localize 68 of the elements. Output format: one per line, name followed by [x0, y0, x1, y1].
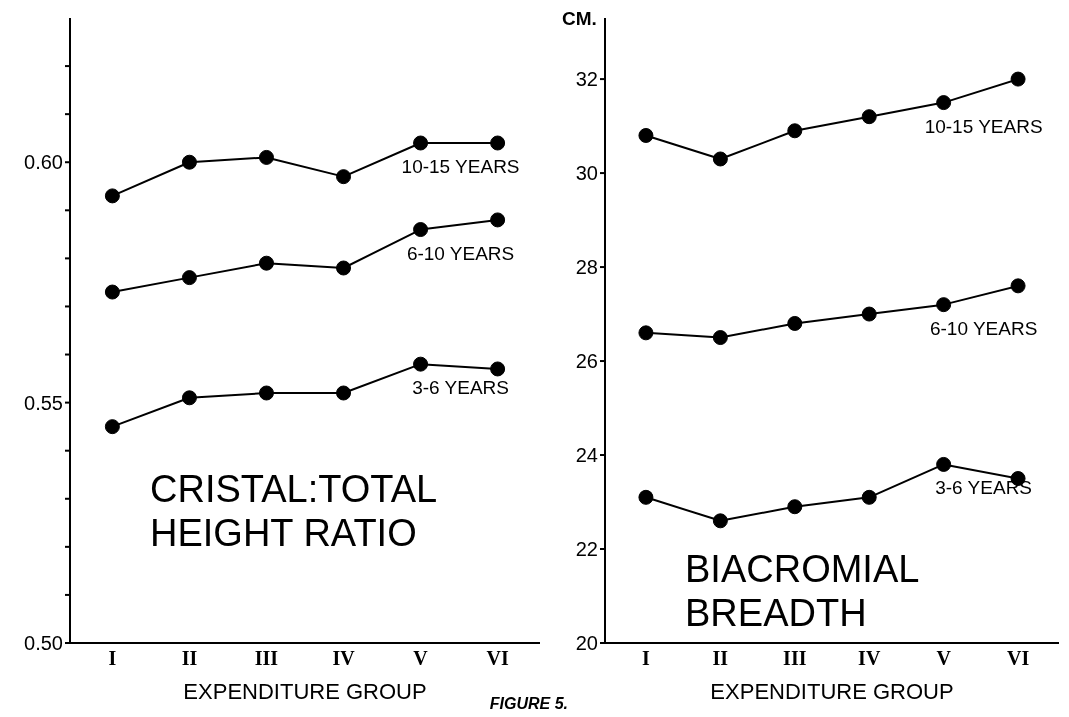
x-tick-label: V [936, 647, 952, 670]
point [712, 330, 728, 346]
point [490, 361, 506, 377]
point [861, 489, 877, 505]
x-tick-label: II [712, 647, 729, 670]
y-tick-label: 0.50 [24, 632, 63, 655]
y-tick-label: 30 [575, 162, 598, 185]
x-axis-title: EXPENDITURE GROUP [183, 679, 427, 704]
x-tick-label: V [413, 647, 429, 670]
y-tick-label: 20 [575, 632, 598, 655]
point [861, 109, 877, 125]
point [936, 95, 952, 111]
text: CRISTAL:TOTAL HEIGHT RATIO [150, 468, 437, 556]
point [638, 127, 654, 143]
point [258, 149, 274, 165]
x-tick-label: III [783, 647, 807, 670]
x-tick-label: I [642, 647, 651, 670]
point [490, 212, 506, 228]
point [258, 255, 274, 271]
point [1010, 278, 1026, 294]
point [104, 419, 120, 435]
point [861, 306, 877, 322]
point [1010, 71, 1026, 87]
point [181, 154, 197, 170]
point [936, 297, 952, 313]
x-tick-label: VI [486, 647, 509, 670]
point [336, 260, 352, 276]
point [787, 315, 803, 331]
point [413, 222, 429, 238]
point [336, 169, 352, 185]
series-label: 3-6 YEARS [412, 377, 509, 399]
y-tick-label: 32 [575, 68, 598, 91]
y-tick-label: 26 [575, 350, 598, 373]
point [181, 390, 197, 406]
series-label: 10-15 YEARS [401, 156, 520, 177]
text: BIACROMIAL BREADTH [685, 548, 919, 636]
point [787, 123, 803, 139]
point [336, 385, 352, 401]
y-tick-label: 22 [575, 538, 598, 561]
x-axis-title: EXPENDITURE GROUP [710, 679, 954, 704]
point [413, 356, 429, 372]
x-tick-label: IV [858, 647, 881, 670]
point [258, 385, 274, 401]
x-tick-label: III [254, 647, 279, 670]
point [712, 513, 728, 529]
point [712, 151, 728, 167]
y-tick-label: 0.60 [24, 151, 63, 174]
y-tick-label: 0.55 [24, 391, 63, 414]
x-tick-label: II [181, 647, 198, 670]
point [104, 188, 120, 204]
point [104, 284, 120, 300]
series-label: 6-10 YEARS [406, 242, 515, 264]
series-label: 10-15 YEARS [924, 115, 1043, 137]
x-tick-label: VI [1006, 647, 1030, 670]
y-tick-label: 28 [575, 256, 598, 279]
point [413, 135, 429, 151]
point [490, 135, 506, 151]
x-tick-label: I [108, 647, 117, 670]
series-label: 6-10 YEARS [929, 317, 1038, 339]
y-axis-title: CM. [562, 8, 597, 30]
x-tick-label: IV [332, 647, 356, 670]
y-tick-label: 24 [575, 444, 598, 467]
point [638, 489, 654, 505]
caption: FIGURE 5. [489, 695, 568, 713]
point [936, 456, 952, 472]
point [638, 325, 654, 341]
point [787, 499, 803, 515]
point [181, 270, 197, 286]
